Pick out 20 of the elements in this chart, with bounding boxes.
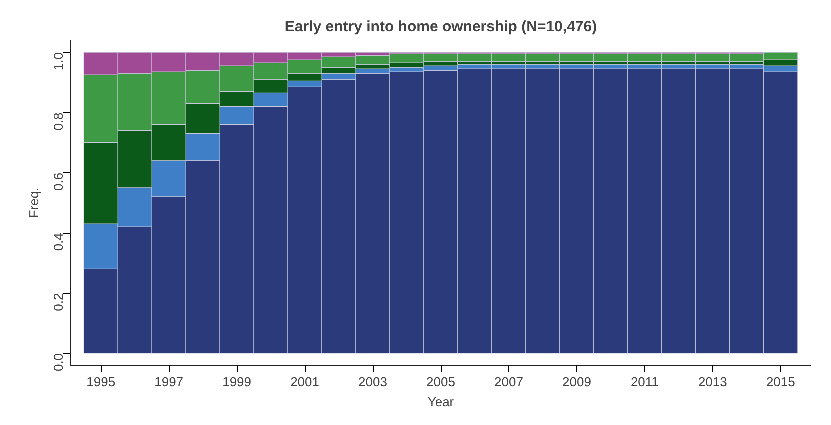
x-tick-label: 1995: [86, 374, 116, 390]
y-tick-label: 0.0: [51, 353, 66, 372]
chart-title: Early entry into home ownership (N=10,476): [284, 18, 598, 36]
x-tick-label: 2013: [698, 374, 728, 390]
x-tick-label: 2001: [290, 374, 320, 390]
x-tick-label: 2015: [766, 374, 796, 390]
y-tick-label: 0.8: [51, 112, 66, 131]
y-tick-label: 1.0: [51, 52, 66, 71]
y-tick-label: 0.4: [51, 233, 66, 252]
x-tick-label: 2005: [426, 374, 456, 390]
x-axis-title: Year: [428, 394, 455, 410]
x-tick-label: 2009: [562, 374, 592, 390]
x-tick-label: 2003: [358, 374, 388, 390]
y-tick-label: 0.6: [51, 172, 66, 191]
x-tick-label: 2011: [630, 374, 659, 390]
x-tick-label: 1999: [222, 374, 252, 390]
x-tick-label: 2007: [494, 374, 524, 390]
x-tick-label: 1997: [154, 374, 184, 390]
y-tick-label: 0.2: [51, 293, 66, 312]
y-axis-title: Freq.: [26, 188, 42, 218]
